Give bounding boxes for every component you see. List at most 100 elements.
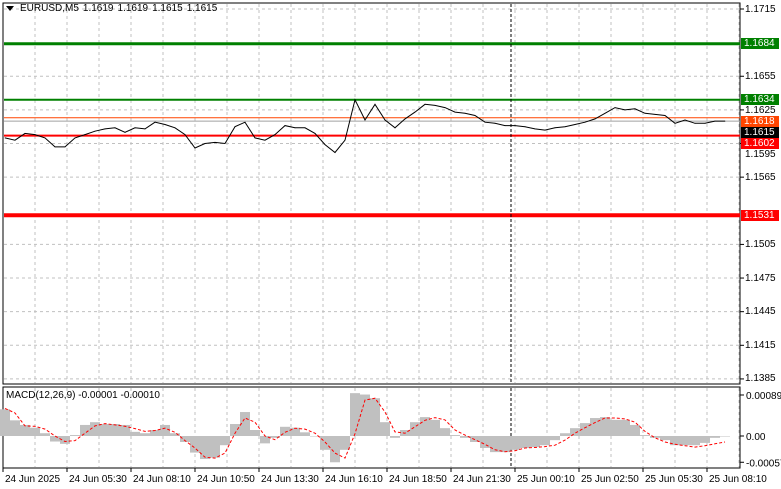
price-point xyxy=(654,113,656,115)
y-tick-label: 1.1625 xyxy=(745,105,776,117)
macd-histogram-bar xyxy=(350,393,360,436)
y-tick-label: 1.1445 xyxy=(745,306,776,318)
macd-histogram-bar xyxy=(590,418,600,436)
macd-histogram-bar xyxy=(210,436,220,458)
macd-histogram-bar xyxy=(150,430,160,436)
price-point xyxy=(624,109,626,111)
macd-histogram-bar xyxy=(540,436,550,446)
price-point xyxy=(574,124,576,125)
price-level-label: 1.1684 xyxy=(741,38,779,50)
price-point xyxy=(404,118,406,120)
macd-histogram-bar xyxy=(650,436,660,438)
macd-histogram-bar xyxy=(720,436,730,437)
y-tick-label: 1.1655 xyxy=(745,70,776,82)
macd-histogram-bar xyxy=(360,394,370,436)
y-tick-label: 1.1505 xyxy=(745,238,776,250)
macd-histogram-bar xyxy=(240,412,250,436)
price-point xyxy=(264,139,266,141)
macd-histogram-bar xyxy=(460,436,470,438)
y-tick-label: 1.1475 xyxy=(745,272,776,284)
price-point xyxy=(434,105,436,106)
price-point xyxy=(54,146,56,148)
macd-histogram-bar xyxy=(310,436,320,437)
macd-histogram-bar xyxy=(610,419,620,436)
price-point xyxy=(474,115,476,116)
macd-histogram-bar xyxy=(680,436,690,446)
low-value: 1.1615 xyxy=(152,3,183,14)
price-point xyxy=(64,146,66,148)
macd-histogram-bar xyxy=(30,427,40,436)
price-point xyxy=(134,127,136,129)
symbol-label: EURUSD,M5 xyxy=(20,3,79,14)
macd-histogram-bar xyxy=(520,436,530,448)
price-point xyxy=(394,127,396,129)
price-point xyxy=(484,121,486,123)
y-tick-label: 1.1385 xyxy=(745,373,776,385)
macd-histogram-bar xyxy=(620,419,630,436)
price-point xyxy=(354,99,356,101)
open-value: 1.1619 xyxy=(82,3,114,14)
price-panel-frame xyxy=(2,2,741,385)
price-level-label: 1.1615 xyxy=(741,127,779,139)
macd-signal-line xyxy=(4,397,726,459)
price-point xyxy=(34,134,36,135)
macd-histogram-bar xyxy=(450,435,460,436)
macd-histogram-bar xyxy=(550,436,560,441)
x-tick-label: 24 Jun 16:10 xyxy=(325,474,383,485)
price-point xyxy=(254,137,256,139)
macd-histogram-bar xyxy=(250,430,260,436)
price-point xyxy=(634,108,636,110)
y-tick-label: 1.1565 xyxy=(745,171,776,183)
price-point xyxy=(384,119,386,121)
price-point xyxy=(224,143,226,144)
macd-histogram-bar xyxy=(100,424,110,436)
price-point xyxy=(664,115,666,116)
price-point xyxy=(564,126,566,128)
macd-y-tick-label: -0.00057 xyxy=(746,458,781,469)
price-point xyxy=(24,133,26,134)
x-tick-label: 24 Jun 08:10 xyxy=(133,474,191,485)
macd-histogram-bar xyxy=(40,433,50,436)
macd-histogram-bar xyxy=(420,417,430,436)
price-point xyxy=(324,144,326,146)
x-tick-label: 25 Jun 08:10 xyxy=(709,474,767,485)
x-tick-label: 24 Jun 10:50 xyxy=(197,474,255,485)
macd-histogram-bar xyxy=(130,431,140,436)
y-tick-label: 1.1715 xyxy=(745,3,776,15)
macd-histogram-bar xyxy=(20,424,30,436)
price-point xyxy=(374,103,376,105)
dropdown-triangle-icon[interactable] xyxy=(6,6,14,11)
macd-histogram-bar xyxy=(90,422,100,436)
x-tick-label: 24 Jun 21:30 xyxy=(453,474,511,485)
y-tick-label: 1.1595 xyxy=(745,149,776,161)
price-point xyxy=(214,141,216,143)
price-point xyxy=(274,134,276,135)
close-value: 1.1615 xyxy=(186,3,218,14)
price-point xyxy=(184,134,186,135)
macd-y-tick-label: 0.00 xyxy=(746,432,766,443)
price-point xyxy=(294,127,296,129)
macd-histogram-bar xyxy=(380,422,390,436)
macd-header: MACD(12,26,9) -0.00001 -0.00010 xyxy=(6,390,160,401)
macd-histogram-bar xyxy=(530,436,540,448)
price-level-label: 1.1531 xyxy=(741,209,779,221)
macd-histogram-bar xyxy=(430,419,440,436)
x-tick-label: 25 Jun 02:50 xyxy=(581,474,639,485)
price-point xyxy=(284,125,286,126)
macd-histogram-bar xyxy=(280,426,290,436)
price-point xyxy=(194,147,196,149)
price-level-label: 1.1634 xyxy=(741,94,779,106)
price-point xyxy=(74,137,76,139)
price-point xyxy=(604,112,606,114)
price-point xyxy=(144,128,146,130)
macd-histogram-bar xyxy=(390,436,400,438)
price-point xyxy=(514,125,516,126)
x-tick-label: 24 Jun 13:30 xyxy=(261,474,319,485)
macd-histogram-bar xyxy=(660,436,670,441)
price-point xyxy=(174,127,176,129)
macd-histogram-bar xyxy=(710,436,720,438)
price-point xyxy=(304,127,306,129)
price-point xyxy=(154,121,156,123)
price-level-label: 1.1602 xyxy=(741,138,779,150)
